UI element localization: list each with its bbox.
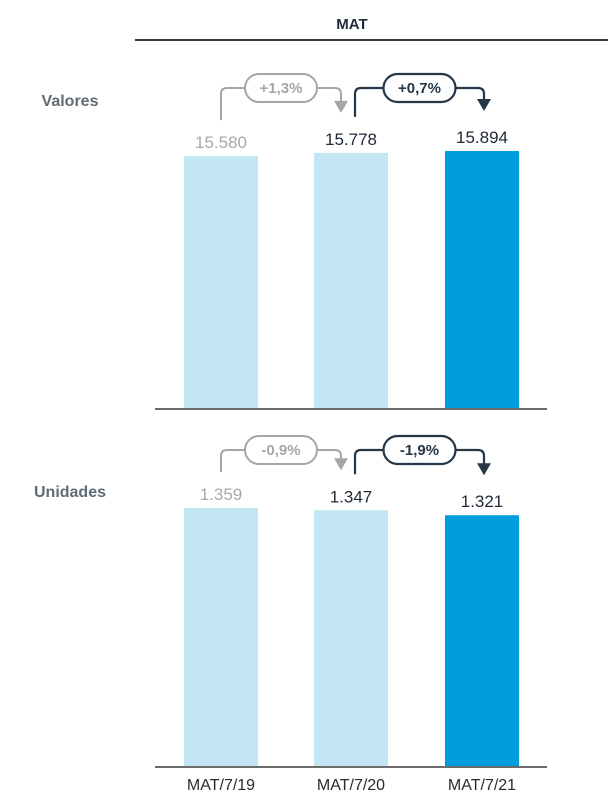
- arrow-head: [334, 100, 348, 113]
- row-label: Valores: [42, 93, 99, 110]
- value-label: 1.321: [461, 492, 504, 511]
- bar: [184, 508, 258, 766]
- change-label: +1,3%: [260, 80, 303, 97]
- bar: [314, 152, 388, 408]
- header-title: MAT: [336, 16, 367, 33]
- arrow-head: [334, 458, 348, 471]
- change-pill: [244, 73, 318, 103]
- change-pill: [244, 435, 318, 465]
- category-label: MAT/7/20: [317, 777, 385, 794]
- value-label: 15.580: [195, 133, 247, 152]
- category-label: MAT/7/21: [448, 777, 516, 794]
- bar: [445, 515, 519, 766]
- value-label: 15.894: [456, 128, 508, 147]
- arrow-head: [477, 463, 491, 476]
- bar: [314, 510, 388, 766]
- row-label: Unidades: [34, 484, 106, 501]
- change-label: -0,9%: [261, 442, 300, 459]
- change-label: +0,7%: [398, 80, 441, 97]
- change-label: -1,9%: [400, 442, 439, 459]
- bar: [184, 156, 258, 408]
- value-label: 1.347: [330, 487, 373, 506]
- category-label: MAT/7/19: [187, 777, 255, 794]
- value-label: 1.359: [200, 485, 243, 504]
- change-pill: [382, 434, 457, 466]
- arrow-head: [477, 99, 491, 111]
- bar: [445, 151, 519, 408]
- change-pill: [382, 72, 457, 104]
- value-label: 15.778: [325, 130, 377, 149]
